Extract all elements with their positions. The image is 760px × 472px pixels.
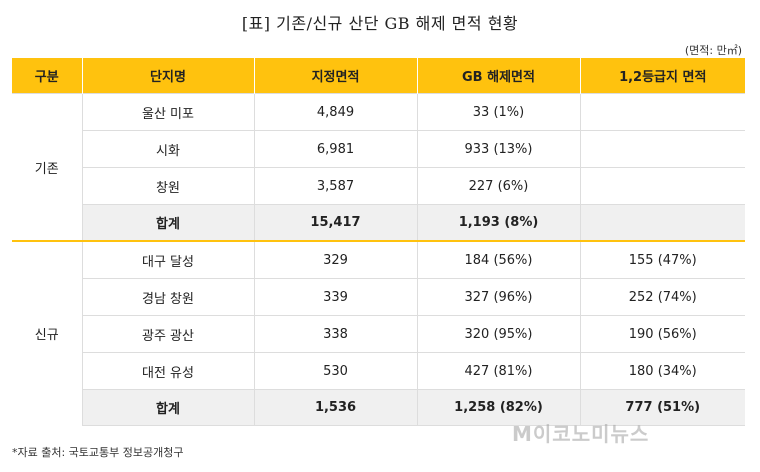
cell-grade: [579, 93, 745, 131]
cell-total-label: 합계: [81, 389, 254, 426]
group-existing: 기존: [12, 93, 82, 241]
cell-gb: 427 (81%): [416, 352, 580, 390]
table-row: 시화 6,981 933 (13%): [12, 130, 745, 168]
group-new: 신규: [12, 240, 82, 426]
cell-name: 시화: [81, 130, 254, 168]
header-designated-area: 지정면적: [253, 58, 417, 94]
cell-area: 338: [253, 315, 417, 353]
total-row-new: 합계 1,536 1,258 (82%) 777 (51%): [12, 389, 745, 426]
header-grade12-area: 1,2등급지 면적: [579, 58, 745, 94]
cell-grade: 180 (34%): [579, 352, 745, 390]
table-row: 신규 대구 달성 329 184 (56%) 155 (47%): [12, 240, 745, 426]
cell-area: 3,587: [253, 167, 417, 205]
cell-total-gb: 1,193 (8%): [416, 204, 580, 241]
cell-name: 대구 달성: [81, 240, 254, 279]
cell-total-grade: [579, 204, 745, 241]
table-row: 경남 창원 339 327 (96%) 252 (74%): [12, 278, 745, 316]
unit-note: (면적: 만㎡): [684, 44, 742, 57]
cell-grade: 190 (56%): [579, 315, 745, 353]
table-row: 창원 3,587 227 (6%): [12, 167, 745, 205]
cell-area: 4,849: [253, 93, 417, 131]
cell-gb: 933 (13%): [416, 130, 580, 168]
cell-name: 대전 유성: [81, 352, 254, 390]
cell-total-area: 15,417: [253, 204, 417, 241]
source-footnote: *자료 출처: 국토교통부 정보공개청구: [12, 446, 184, 459]
cell-grade: [579, 167, 745, 205]
cell-name: 경남 창원: [81, 278, 254, 316]
total-row-existing: 합계 15,417 1,193 (8%): [12, 204, 745, 241]
cell-total-label: 합계: [81, 204, 254, 241]
cell-gb: 320 (95%): [416, 315, 580, 353]
header-row: 구분 단지명 지정면적 GB 해제면적 1,2등급지 면적: [12, 58, 745, 94]
table-row: 대전 유성 530 427 (81%) 180 (34%): [12, 352, 745, 390]
cell-grade: 155 (47%): [579, 240, 745, 279]
cell-gb: 327 (96%): [416, 278, 580, 316]
cell-name: 울산 미포: [81, 93, 254, 131]
table-title: [표] 기존/신규 산단 GB 해제 면적 현황: [241, 14, 519, 33]
cell-total-gb: 1,258 (82%): [416, 389, 580, 426]
watermark-logo: M이코노미뉴스: [512, 422, 650, 446]
table-row: 광주 광산 338 320 (95%) 190 (56%): [12, 315, 745, 353]
cell-area: 6,981: [253, 130, 417, 168]
header-category: 구분: [12, 58, 82, 94]
header-complex-name: 단지명: [81, 58, 254, 94]
cell-name: 창원: [81, 167, 254, 205]
cell-gb: 33 (1%): [416, 93, 580, 131]
cell-area: 329: [253, 240, 417, 279]
cell-grade: [579, 130, 745, 168]
cell-total-grade: 777 (51%): [579, 389, 745, 426]
cell-grade: 252 (74%): [579, 278, 745, 316]
cell-total-area: 1,536: [253, 389, 417, 426]
cell-area: 339: [253, 278, 417, 316]
cell-name: 광주 광산: [81, 315, 254, 353]
cell-gb: 184 (56%): [416, 240, 580, 279]
cell-gb: 227 (6%): [416, 167, 580, 205]
table-row: 기존 울산 미포 4,849 33 (1%): [12, 93, 745, 241]
header-gb-release-area: GB 해제면적: [416, 58, 580, 94]
cell-area: 530: [253, 352, 417, 390]
gb-area-table: 구분 단지명 지정면적 GB 해제면적 1,2등급지 면적 기존 울산 미포 4…: [12, 58, 745, 426]
